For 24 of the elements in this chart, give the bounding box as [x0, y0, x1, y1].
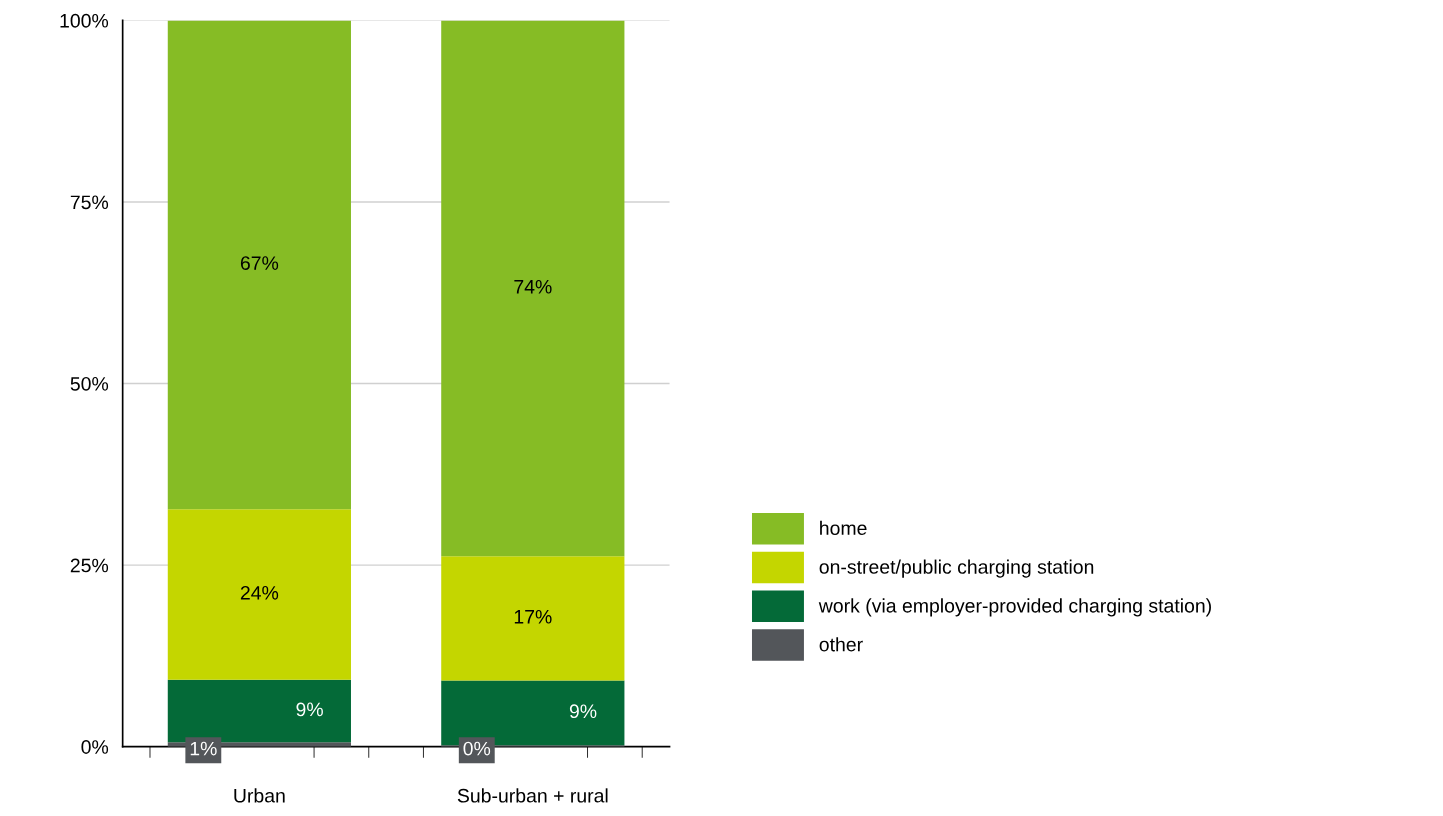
- legend-label: work (via employer-provided charging station): [818, 598, 1211, 617]
- bar: [167, 509, 351, 680]
- y-tick-label: 100%: [60, 13, 109, 28]
- bar: [441, 556, 625, 681]
- data-label: 74%: [514, 279, 552, 294]
- data-label: 67%: [240, 256, 279, 270]
- legend-label: home: [820, 520, 867, 536]
- x-tick-label: Sub-urban + rural: [457, 788, 608, 803]
- data-label: 9%: [569, 704, 597, 719]
- x-tick-label: Urban: [234, 788, 285, 803]
- y-tick-label: 0%: [81, 740, 109, 754]
- data-label: 24%: [240, 585, 279, 600]
- y-tick-label: 25%: [70, 558, 109, 573]
- legend-label: on-street/public charging station: [819, 559, 1094, 578]
- data-label: 1%: [190, 741, 217, 756]
- bar: [441, 20, 625, 557]
- data-label: 17%: [514, 609, 552, 624]
- y-tick-label: 75%: [70, 195, 109, 210]
- legend-label: other: [819, 637, 863, 652]
- data-label: 9%: [296, 702, 323, 717]
- data-label: 0%: [463, 741, 491, 756]
- bar: [167, 679, 351, 743]
- y-tick-label: 50%: [70, 376, 109, 391]
- bar: [167, 20, 351, 510]
